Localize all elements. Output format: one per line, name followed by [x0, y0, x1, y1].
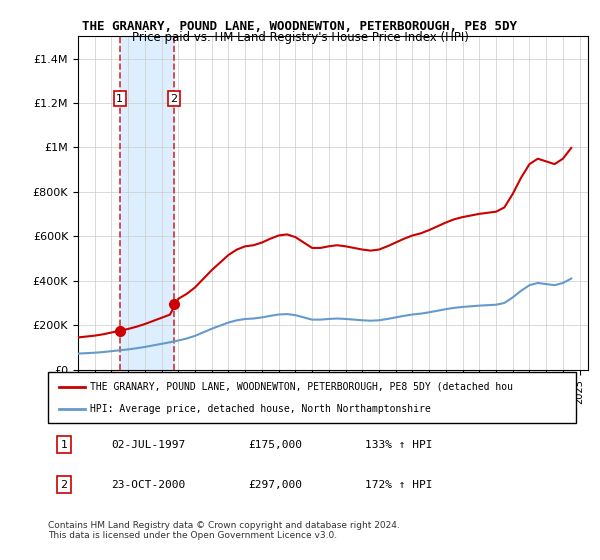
Text: 1: 1 [116, 94, 124, 104]
Bar [120, 36, 174, 370]
Text: £297,000: £297,000 [248, 479, 302, 489]
Text: 133% ↑ HPI: 133% ↑ HPI [365, 440, 432, 450]
Text: HPI: Average price, detached house, North Northamptonshire: HPI: Average price, detached house, Nort… [90, 404, 431, 414]
Text: 1: 1 [61, 440, 67, 450]
FancyBboxPatch shape [48, 372, 576, 423]
Text: £175,000: £175,000 [248, 440, 302, 450]
Text: 02-JUL-1997: 02-JUL-1997 [112, 440, 185, 450]
Text: THE GRANARY, POUND LANE, WOODNEWTON, PETERBOROUGH, PE8 5DY (detached hou: THE GRANARY, POUND LANE, WOODNEWTON, PET… [90, 381, 513, 391]
Text: Price paid vs. HM Land Registry's House Price Index (HPI): Price paid vs. HM Land Registry's House … [131, 31, 469, 44]
Text: THE GRANARY, POUND LANE, WOODNEWTON, PETERBOROUGH, PE8 5DY: THE GRANARY, POUND LANE, WOODNEWTON, PET… [83, 20, 517, 32]
Text: 2: 2 [60, 479, 67, 489]
Text: 2: 2 [170, 94, 178, 104]
Text: Contains HM Land Registry data © Crown copyright and database right 2024.
This d: Contains HM Land Registry data © Crown c… [48, 521, 400, 540]
Text: 172% ↑ HPI: 172% ↑ HPI [365, 479, 432, 489]
Text: 23-OCT-2000: 23-OCT-2000 [112, 479, 185, 489]
